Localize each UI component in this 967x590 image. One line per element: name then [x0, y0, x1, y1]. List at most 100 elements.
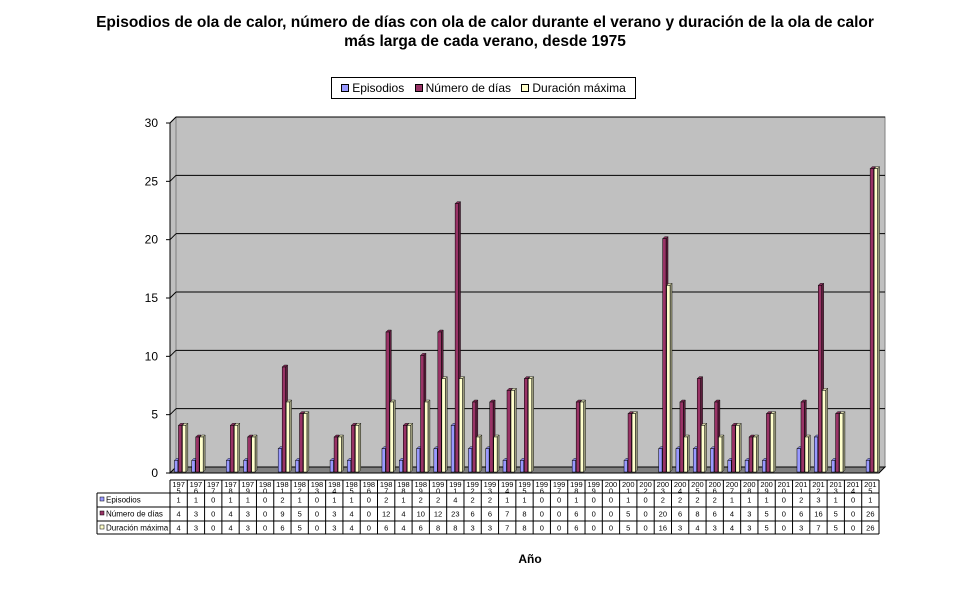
- x-tick-label: 199: [570, 480, 583, 489]
- bar-duracion-maxima: [285, 401, 290, 473]
- bar-episodios: [468, 448, 473, 473]
- table-cell-numero-dias: 4: [177, 510, 181, 519]
- bar-duracion-maxima-side: [825, 387, 828, 473]
- table-cell-duracion-maxima: 4: [401, 524, 405, 533]
- bar-numero-dias: [472, 401, 477, 473]
- x-tick-label: 1: [280, 487, 284, 496]
- table-cell-duracion-maxima: 8: [453, 524, 457, 533]
- table-cell-numero-dias: 0: [592, 510, 596, 519]
- table-cell-numero-dias: 4: [349, 510, 353, 519]
- x-tick-label: 199: [449, 480, 462, 489]
- bar-duracion-maxima-side: [739, 422, 742, 473]
- x-tick-label: 199: [501, 480, 514, 489]
- x-tick-label: 4: [332, 487, 336, 496]
- x-tick-label: 198: [380, 480, 393, 489]
- gridline-depth: [169, 349, 177, 357]
- table-cell-duracion-maxima: 5: [765, 524, 769, 533]
- table-cell-episodios: 0: [557, 496, 561, 505]
- bar-episodios: [831, 460, 836, 473]
- table-cell-duracion-maxima: 0: [592, 524, 596, 533]
- table-row-label-episodios: Episodios: [106, 496, 141, 505]
- bar-numero-dias: [835, 413, 840, 473]
- x-tick-label: 201: [830, 480, 843, 489]
- bar-duracion-maxima: [579, 401, 584, 473]
- table-cell-episodios: 2: [436, 496, 440, 505]
- table-cell-numero-dias: 5: [626, 510, 630, 519]
- bar-numero-dias: [403, 425, 407, 473]
- bar-numero-dias: [748, 436, 753, 473]
- x-tick-label: 8: [228, 487, 232, 496]
- bar-duracion-maxima: [337, 436, 342, 473]
- bar-numero-dias: [575, 401, 580, 473]
- bar-duracion-maxima: [441, 378, 446, 473]
- x-tick-label: 4: [851, 487, 855, 496]
- bar-duracion-maxima-side: [756, 434, 759, 473]
- bar-duracion-maxima-side: [583, 399, 586, 473]
- x-tick-label: 200: [691, 480, 704, 489]
- x-tick-label: 197: [172, 480, 185, 489]
- bar-duracion-maxima-side: [704, 422, 707, 473]
- y-tick-label: 30: [145, 116, 159, 130]
- bar-numero-dias: [333, 436, 338, 473]
- table-row-label-numero-dias: Número de días: [106, 510, 163, 519]
- table-cell-duracion-maxima: 5: [626, 524, 630, 533]
- table-cell-numero-dias: 5: [298, 510, 302, 519]
- bar-duracion-maxima-side: [669, 282, 673, 473]
- table-cell-episodios: 2: [280, 496, 284, 505]
- table-cell-episodios: 2: [695, 496, 699, 505]
- bar-duracion-maxima-side: [462, 376, 465, 473]
- bar-duracion-maxima: [389, 401, 394, 473]
- table-cell-duracion-maxima: 5: [298, 524, 302, 533]
- bar-duracion-maxima-side: [842, 411, 846, 473]
- table-swatch-numero-dias: [99, 510, 105, 516]
- gridline-depth: [169, 408, 177, 416]
- table-cell-episodios: 0: [540, 496, 544, 505]
- x-tick-label: 199: [587, 480, 600, 489]
- bar-duracion-maxima-side: [185, 422, 189, 473]
- x-tick-label: 198: [276, 480, 289, 489]
- x-tick-label: 5: [177, 487, 181, 496]
- table-cell-episodios: 1: [298, 496, 302, 505]
- x-tick-label: 199: [466, 480, 479, 489]
- table-cell-episodios: 1: [730, 496, 734, 505]
- table-cell-numero-dias: 7: [505, 510, 509, 519]
- table-cell-duracion-maxima: 3: [678, 524, 682, 533]
- legend-label-episodios: Episodios: [352, 81, 405, 95]
- bar-numero-dias: [800, 401, 805, 473]
- table-cell-episodios: 1: [574, 496, 578, 505]
- bar-numero-dias: [385, 331, 390, 473]
- bar-duracion-maxima-side: [877, 166, 880, 473]
- bar-numero-dias: [662, 238, 667, 473]
- x-tick-label: 7: [211, 487, 215, 496]
- x-tick-label: 2: [816, 487, 820, 496]
- bar-duracion-maxima-side: [254, 434, 258, 473]
- bar-duracion-maxima-side: [479, 434, 483, 473]
- bar-episodios: [399, 460, 403, 473]
- table-cell-numero-dias: 12: [434, 510, 442, 519]
- bar-duracion-maxima: [631, 413, 636, 473]
- bar-duracion-maxima-side: [410, 422, 413, 473]
- x-tick-label: 5: [522, 487, 526, 496]
- table-cell-episodios: 1: [194, 496, 198, 505]
- table-cell-numero-dias: 26: [866, 510, 874, 519]
- x-tick-label: 199: [518, 480, 531, 489]
- bar-episodios: [277, 448, 282, 473]
- table-cell-numero-dias: 3: [747, 510, 751, 519]
- bar-episodios: [623, 460, 628, 473]
- table-cell-numero-dias: 10: [417, 510, 425, 519]
- table-cell-episodios: 0: [367, 496, 371, 505]
- bar-numero-dias: [489, 401, 494, 473]
- bar-duracion-maxima: [476, 436, 481, 473]
- bar-duracion-maxima-side: [306, 411, 310, 473]
- x-tick-label: 8: [401, 487, 405, 496]
- x-tick-label: 198: [345, 480, 358, 489]
- bar-duracion-maxima: [199, 436, 204, 473]
- bar-duracion-maxima: [493, 436, 498, 473]
- table-cell-numero-dias: 3: [332, 510, 336, 519]
- x-tick-label: 6: [194, 487, 198, 496]
- table-cell-duracion-maxima: 16: [659, 524, 667, 533]
- x-tick-label: 7: [557, 487, 561, 496]
- table-cell-duracion-maxima: 4: [349, 524, 353, 533]
- bar-duracion-maxima-side: [445, 376, 448, 473]
